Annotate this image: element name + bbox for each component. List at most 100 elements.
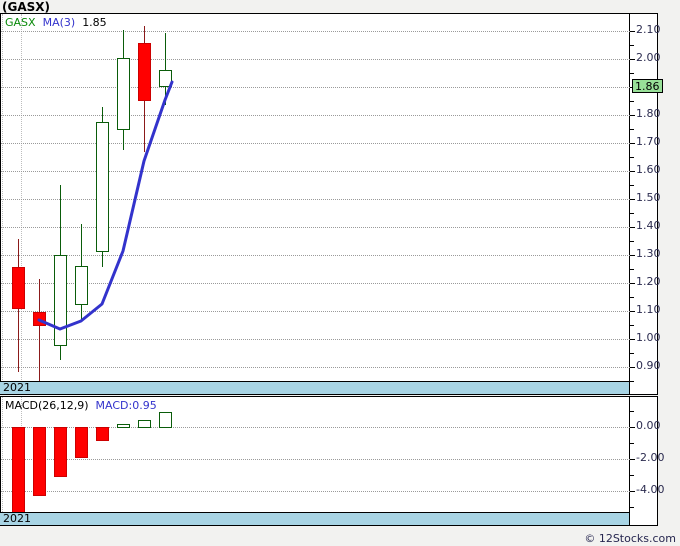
y-axis-label: 1.00: [636, 331, 661, 344]
y-axis-label: 2.00: [636, 51, 661, 64]
candle-body: [75, 266, 88, 305]
axis-tick: [630, 491, 635, 492]
axis-tick-minor: [630, 101, 634, 102]
axis-tick-minor: [630, 381, 634, 382]
gridline: [1, 491, 630, 492]
axis-tick: [630, 115, 635, 116]
axis-tick-minor: [630, 507, 634, 508]
gridline: [1, 227, 630, 228]
macd-bar: [138, 420, 151, 428]
axis-tick-minor: [630, 443, 634, 444]
axis-tick: [630, 143, 635, 144]
y-axis-label: 0.90: [636, 359, 661, 372]
macd-bar: [54, 427, 67, 477]
y-axis-label: 1.70: [636, 135, 661, 148]
y-axis-label: 1.30: [636, 247, 661, 260]
candle-body: [117, 58, 130, 130]
macd-legend: MACD(26,12,9) MACD:0.95: [5, 399, 157, 412]
gridline: [1, 59, 630, 60]
axis-tick: [630, 367, 635, 368]
y-axis-label: 1.60: [636, 163, 661, 176]
axis-tick-minor: [630, 241, 634, 242]
candle-body: [12, 267, 25, 309]
legend-macd-indicator: MACD(26,12,9): [5, 399, 89, 412]
gridline: [1, 143, 630, 144]
macd-plot-area: MACD(26,12,9) MACD:0.95: [1, 397, 635, 525]
year-axis-band-macd: 2021: [0, 512, 629, 526]
legend-ma-value: 1.85: [82, 16, 107, 29]
gridline: [1, 339, 630, 340]
axis-tick: [630, 427, 635, 428]
current-price-tag: 1.86: [632, 79, 663, 93]
axis-tick-minor: [630, 269, 634, 270]
axis-tick: [630, 459, 635, 460]
gridline: [1, 311, 630, 312]
gridline: [1, 255, 630, 256]
macd-chart-panel[interactable]: MACD(26,12,9) MACD:0.95: [0, 396, 658, 526]
axis-tick-minor: [630, 157, 634, 158]
gridline: [1, 199, 630, 200]
axis-tick-minor: [630, 185, 634, 186]
price-legend: GASX MA(3) 1.85: [5, 16, 107, 29]
y-axis-label: 2.10: [636, 23, 661, 36]
candle-wick: [165, 33, 166, 105]
candle-body: [96, 122, 109, 252]
gridline-zero: [1, 427, 630, 428]
macd-bar: [75, 427, 88, 458]
macd-bar: [159, 412, 172, 428]
axis-tick: [630, 255, 635, 256]
axis-tick: [630, 283, 635, 284]
legend-ma-label: MA(3): [42, 16, 76, 29]
candle-body: [159, 70, 172, 87]
axis-tick: [630, 339, 635, 340]
axis-tick-minor: [630, 213, 634, 214]
y-axis-label: 1.50: [636, 191, 661, 204]
year-label: 2021: [3, 512, 31, 525]
legend-macd-value: MACD:0.95: [95, 399, 157, 412]
axis-tick: [630, 227, 635, 228]
axis-tick: [630, 171, 635, 172]
axis-tick-minor: [630, 45, 634, 46]
legend-symbol: GASX: [5, 16, 36, 29]
price-plot-area: GASX MA(3) 1.85: [1, 14, 635, 395]
year-axis-band-price: 2021: [0, 381, 629, 395]
axis-tick-minor: [630, 353, 634, 354]
year-label: 2021: [3, 381, 31, 394]
gridline: [1, 31, 630, 32]
y-axis-label: 0.00: [636, 419, 661, 432]
vertical-gridline: [2, 14, 3, 382]
vertical-gridline: [21, 14, 22, 382]
macd-bar: [33, 427, 46, 496]
axis-tick-minor: [630, 475, 634, 476]
axis-tick: [630, 199, 635, 200]
copyright-credit: © 12Stocks.com: [584, 532, 676, 545]
axis-tick-minor: [630, 411, 634, 412]
axis-tick: [630, 31, 635, 32]
gridline: [1, 459, 630, 460]
axis-tick-minor: [630, 325, 634, 326]
candle-body: [54, 255, 67, 346]
macd-bar: [96, 427, 109, 441]
gridline: [1, 171, 630, 172]
axis-tick-minor: [630, 129, 634, 130]
candle-body: [33, 312, 46, 326]
macd-bar: [12, 427, 25, 514]
page-title: (GASX): [2, 0, 50, 14]
axis-tick-minor: [630, 297, 634, 298]
price-chart-panel[interactable]: GASX MA(3) 1.85: [0, 13, 658, 395]
gridline: [1, 115, 630, 116]
vertical-gridline: [2, 397, 3, 512]
gridline: [1, 283, 630, 284]
axis-tick: [630, 311, 635, 312]
macd-bar: [117, 424, 130, 428]
y-axis-label: 1.10: [636, 303, 661, 316]
y-axis-label: 1.40: [636, 219, 661, 232]
y-axis-label: -2.00: [636, 451, 665, 464]
gridline: [1, 87, 630, 88]
candle-wick: [39, 279, 40, 395]
gridline: [1, 367, 630, 368]
y-axis-label: 1.20: [636, 275, 661, 288]
y-axis-label: -4.00: [636, 483, 665, 496]
axis-tick: [630, 59, 635, 60]
